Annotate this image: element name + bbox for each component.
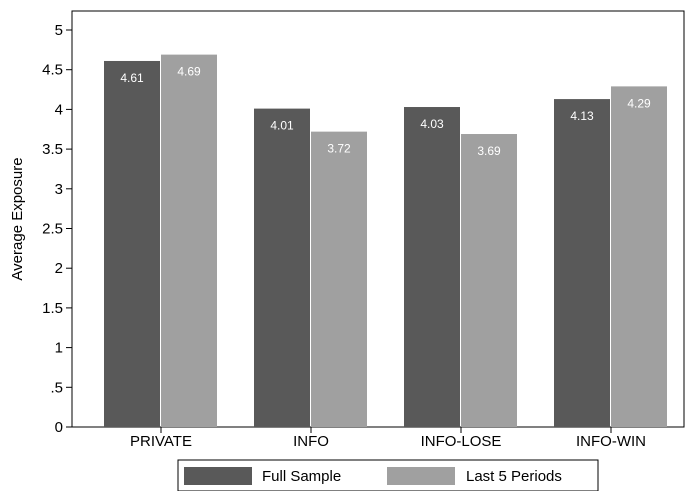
bar-private-full-sample [104,60,160,427]
bar-info-lose-full-sample [404,107,460,427]
category-labels: PRIVATE INFO INFO-LOSE INFO-WIN [130,427,646,450]
bars-group: 4.61 4.69 4.01 3.72 4.03 3.69 4.13 4.29 [104,54,667,428]
bar-value-label: 4.29 [627,96,651,110]
y-tick-label: 1 [55,340,63,357]
legend-label-full-sample: Full Sample [262,468,341,485]
bar-value-label: 4.61 [120,71,144,85]
y-tick-label: .5 [50,379,63,396]
y-axis-ticks: 0 .5 1 1.5 2 2.5 3 3.5 4 4.5 5 [42,22,72,436]
legend-swatch-last-5-periods [387,467,455,485]
y-tick-label: 1.5 [42,300,63,317]
x-category-label: INFO-WIN [576,433,646,450]
y-tick-label: 3 [55,181,63,198]
y-tick-label: 5 [55,22,63,39]
bar-value-label: 4.69 [177,65,201,79]
bar-info-lose-last-5-periods [461,134,517,427]
y-tick-label: 2.5 [42,221,63,238]
x-category-label: INFO-LOSE [421,433,502,450]
bar-info-win-last-5-periods [611,86,667,428]
y-axis-title: Average Exposure [9,157,26,280]
legend-label-last-5-periods: Last 5 Periods [466,468,562,485]
y-tick-label: 4.5 [42,62,63,79]
y-tick-label: 0 [55,419,63,436]
legend-swatch-full-sample [184,467,252,485]
bar-value-label: 4.01 [270,119,294,133]
y-tick-label: 4 [55,101,63,118]
bar-info-full-sample [254,108,310,427]
bar-value-label: 3.69 [477,144,501,158]
legend: Full Sample Last 5 Periods [177,459,599,491]
bar-info-last-5-periods [311,131,367,427]
bar-value-label: 3.72 [327,142,351,156]
y-tick-label: 2 [55,260,63,277]
y-tick-label: 3.5 [42,141,63,158]
bar-value-label: 4.03 [420,117,444,131]
x-category-label: PRIVATE [130,433,192,450]
bar-info-win-full-sample [554,99,610,427]
x-category-label: INFO [293,433,329,450]
bar-private-last-5-periods [161,54,217,427]
bar-value-label: 4.13 [570,109,594,123]
